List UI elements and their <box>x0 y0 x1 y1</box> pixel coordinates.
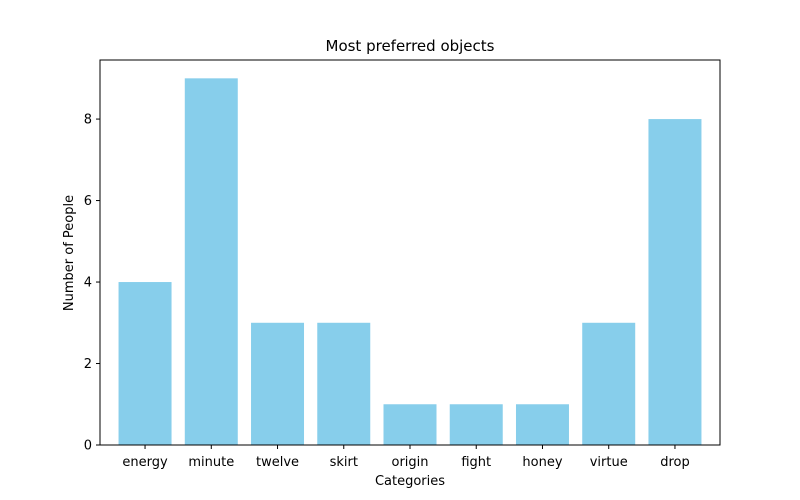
x-tick-label: fight <box>461 455 491 470</box>
x-tick-label: origin <box>391 455 428 470</box>
y-tick-label: 2 <box>84 357 92 372</box>
x-tick-label: virtue <box>590 455 628 470</box>
bar-energy <box>118 282 172 445</box>
y-tick-label: 0 <box>84 439 92 454</box>
x-tick-label: drop <box>660 455 690 470</box>
x-tick-label: honey <box>522 455 562 470</box>
plot-frame <box>99 59 721 446</box>
y-tick-label: 6 <box>84 194 92 209</box>
x-tick-label: twelve <box>256 455 299 470</box>
y-axis-ticks: 0 2 4 6 8 <box>84 113 100 454</box>
chart-title: Most preferred objects <box>326 37 495 55</box>
y-tick-label: 4 <box>84 276 92 291</box>
bar-minute <box>184 78 238 445</box>
bars-group <box>118 78 702 446</box>
bar-virtue <box>582 322 636 445</box>
bar-fight <box>449 404 503 445</box>
bar-drop <box>648 119 702 446</box>
x-tick-label: minute <box>188 455 234 470</box>
y-axis-label: Number of People <box>62 195 77 311</box>
x-axis-label: Categories <box>375 474 445 489</box>
x-tick-label: energy <box>122 455 168 470</box>
bar-origin <box>383 404 437 445</box>
bar-skirt <box>317 322 371 445</box>
bar-honey <box>515 404 569 445</box>
bar-twelve <box>251 322 305 445</box>
x-axis-ticks: energy minute twelve skirt origin fight honey v… <box>122 445 690 470</box>
y-tick-label: 8 <box>84 113 92 128</box>
x-tick-label: skirt <box>330 455 358 470</box>
